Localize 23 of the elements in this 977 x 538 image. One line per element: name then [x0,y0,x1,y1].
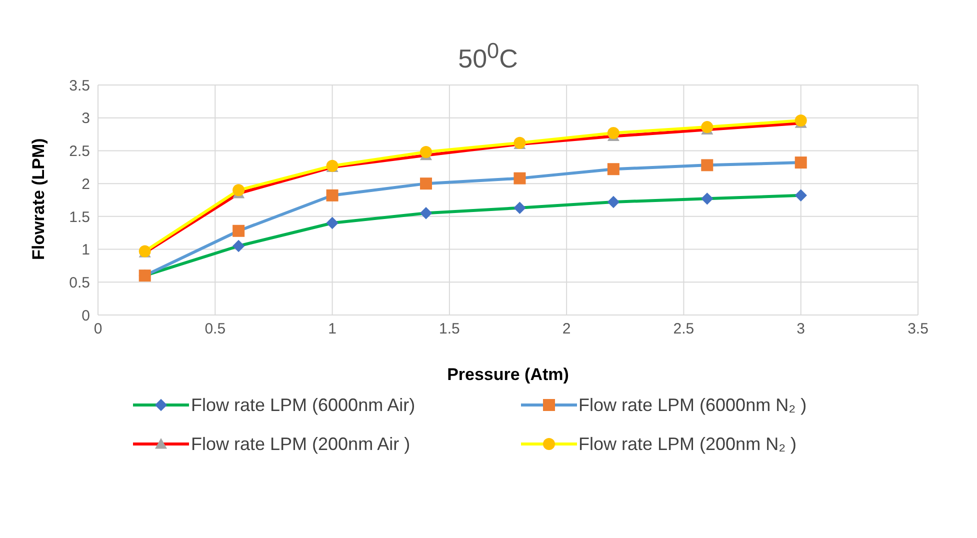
x-tick-label: 3.5 [908,320,928,338]
x-tick-label: 0 [94,320,102,338]
x-axis-title: Pressure (Atm) [447,364,569,384]
x-tick-label: 1.5 [439,320,460,338]
y-tick-label: 3.5 [69,76,90,94]
legend-label: Flow rate LPM (6000nm Air) [191,394,416,416]
legend-label: Flow rate LPM (200nm N₂ ) [578,434,797,455]
y-tick-label: 2 [82,176,90,193]
x-tick-label: 2 [562,320,571,338]
y-axis-title: Flowrate (LPM) [29,138,48,260]
y-tick-label: 1.5 [69,208,90,226]
x-tick-label: 3 [796,320,806,338]
legend-label: Flow rate LPM (6000nm N₂ ) [578,394,807,416]
chart-title: 50$^{0}$C [457,37,519,75]
y-tick-label: 3 [82,110,90,127]
y-tick-label: 0 [82,306,90,324]
legend-label: Flow rate LPM (200nm Air ) [191,434,410,455]
x-tick-label: 1 [328,320,336,338]
x-tick-label: 2.5 [673,320,694,338]
y-tick-label: 2.5 [69,142,90,160]
y-tick-label: 0.5 [69,274,90,292]
y-tick-label: 1 [82,241,90,258]
x-tick-label: 0.5 [204,320,226,338]
